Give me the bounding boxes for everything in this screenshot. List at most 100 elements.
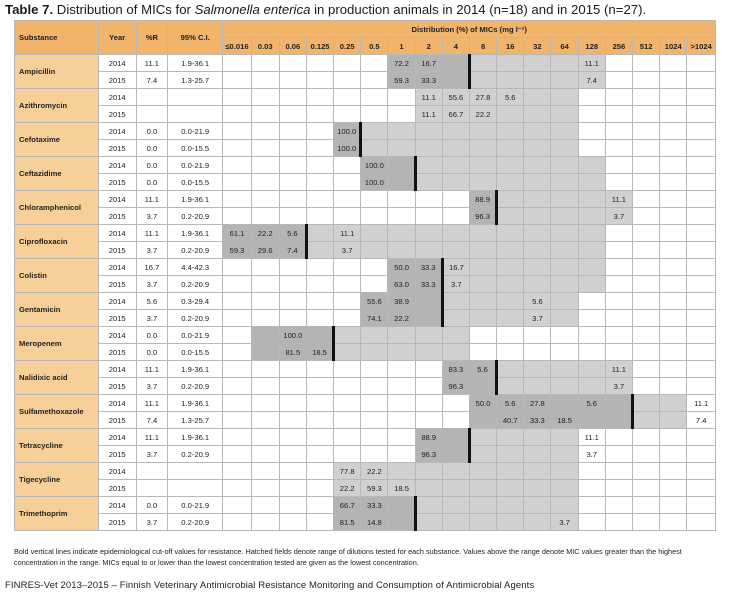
mic-cell	[333, 105, 362, 123]
mic-cell	[659, 122, 688, 140]
mic-cell	[577, 343, 606, 361]
mic-cell	[278, 513, 307, 531]
mic-cell	[441, 54, 470, 72]
mic-cell	[631, 479, 661, 497]
mic-cell	[468, 513, 498, 531]
mic-cell	[523, 326, 552, 344]
year-cell: 2015	[97, 139, 137, 157]
mic-cell: 5.6	[523, 292, 552, 310]
mic-cell	[659, 156, 688, 174]
mic-cell	[360, 105, 389, 123]
mic-cell	[659, 54, 688, 72]
mic-cell	[468, 479, 498, 497]
table-footnote: Bold vertical lines indicate epidemiolog…	[14, 547, 682, 567]
mic-cell	[387, 224, 416, 242]
confidence-interval-cell: 0.0-21.9	[167, 156, 224, 174]
mic-cell	[468, 343, 498, 361]
mic-cell	[360, 54, 389, 72]
mic-cell	[250, 173, 280, 191]
mic-cell	[523, 122, 552, 140]
mic-cell: 81.5	[333, 513, 362, 531]
mic-cell	[550, 496, 579, 514]
mic-cell	[360, 224, 389, 242]
mic-cell	[441, 445, 470, 463]
mic-cell	[496, 173, 525, 191]
mic-cell	[278, 462, 307, 480]
mic-cell	[686, 513, 716, 531]
mic-cell	[550, 122, 579, 140]
table-row: Cefotaxime 2014 0.0 0.0-21.9 100.0	[14, 122, 716, 157]
mic-cell: 88.9	[414, 428, 443, 446]
mic-cell	[631, 428, 661, 446]
mic-cell	[659, 275, 688, 293]
dilution-header: 1	[387, 37, 416, 55]
mic-cell: 7.4	[686, 411, 716, 429]
confidence-interval-cell: 0.0-21.9	[167, 122, 224, 140]
mic-cell	[631, 326, 661, 344]
mic-cell	[496, 224, 525, 242]
mic-cell	[441, 139, 470, 157]
mic-cell	[686, 241, 716, 259]
table-row: 2015 0.0 0.0-15.5 100.0	[15, 139, 716, 157]
mic-cell	[523, 241, 552, 259]
mic-cell	[333, 88, 362, 106]
dilution-header: 0.125	[305, 37, 335, 55]
mic-cell	[496, 513, 525, 531]
mic-cell	[360, 258, 389, 276]
mic-cell	[278, 156, 307, 174]
mic-cell	[360, 428, 389, 446]
mic-cell	[495, 207, 525, 225]
mic-cell	[441, 241, 470, 259]
mic-cell	[278, 292, 307, 310]
mic-cell	[250, 360, 280, 378]
mic-cell	[414, 190, 443, 208]
mic-cell: 11.1	[414, 105, 443, 123]
mic-cell: 7.4	[278, 241, 307, 259]
mic-cell	[222, 190, 252, 208]
mic-cell	[496, 241, 525, 259]
mic-cell	[577, 88, 606, 106]
mic-cell	[387, 496, 416, 514]
confidence-interval-cell: 4.4-42.3	[167, 258, 224, 276]
percent-resistant-cell: 0.0	[135, 343, 169, 361]
mic-cell	[659, 88, 688, 106]
mic-cell: 33.3	[523, 411, 552, 429]
mic-cell	[305, 411, 335, 429]
mic-cell	[222, 71, 252, 89]
mic-cell	[686, 88, 716, 106]
mic-cell	[604, 122, 634, 140]
table-row: 2015 7.4 1.3-25.7 40.7 33.3 18.5 7.4	[15, 411, 716, 429]
mic-cell	[250, 445, 280, 463]
mic-cell	[250, 428, 280, 446]
mic-cell	[686, 326, 716, 344]
mic-cell	[604, 258, 634, 276]
mic-cell	[278, 88, 307, 106]
mic-cell	[659, 496, 688, 514]
mic-cell	[250, 496, 280, 514]
substance-name: Sulfamethoxazole	[14, 394, 99, 429]
mic-cell	[441, 156, 470, 174]
mic-cell	[305, 122, 335, 140]
mic-cell	[686, 275, 716, 293]
table-row: Colistin 2014 16.7 4.4-42.3 50.0 33.3 16.7	[14, 258, 716, 293]
mic-cell	[278, 496, 307, 514]
mic-cell	[305, 190, 335, 208]
table-row: 2015 3.7 0.2-20.9 59.3 29.6 7.4 3.7	[15, 241, 716, 259]
mic-cell	[604, 326, 634, 344]
mic-cell	[577, 292, 606, 310]
mic-cell	[278, 207, 307, 225]
substance-name: Ceftazidime	[14, 156, 99, 191]
mic-cell	[577, 241, 606, 259]
mic-cell	[305, 326, 335, 344]
mic-cell	[441, 428, 470, 446]
year-cell: 2014	[97, 156, 137, 174]
mic-cell: 11.1	[577, 54, 606, 72]
mic-cell	[550, 275, 579, 293]
mic-cell	[631, 513, 661, 531]
mic-cell	[222, 496, 252, 514]
year-cell: 2015	[97, 479, 137, 497]
mic-cell	[686, 156, 716, 174]
mic-cell	[604, 445, 634, 463]
mic-distribution-table: Substance Year %R 95% C.I. Distribution …	[14, 20, 716, 531]
mic-cell	[686, 445, 716, 463]
